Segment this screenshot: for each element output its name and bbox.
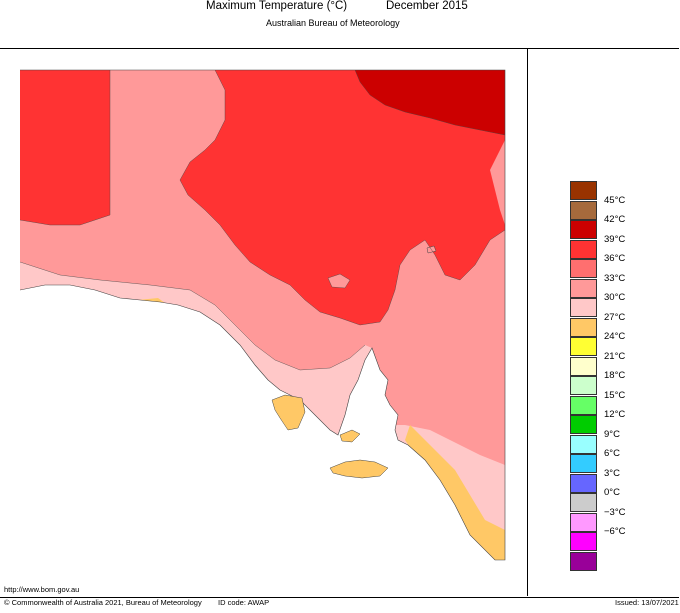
island-1 <box>339 429 361 443</box>
legend-swatch <box>570 532 597 551</box>
legend-label: −6°C <box>604 526 626 537</box>
legend-label: 15°C <box>604 389 626 401</box>
legend-swatch <box>570 298 597 317</box>
legend-label: 30°C <box>604 292 626 303</box>
legend-swatch <box>570 454 597 473</box>
legend-label: 18°C <box>604 370 626 381</box>
legend-swatch <box>570 337 597 356</box>
legend-label: 27°C <box>604 311 626 323</box>
issued-date: Issued: 13/07/2021 <box>615 598 679 607</box>
legend-label: 21°C <box>604 350 626 362</box>
legend-label: 45°C <box>604 194 626 206</box>
contour-36 <box>354 69 506 136</box>
zone-33-north <box>180 70 505 325</box>
zone-24-fleurieu <box>405 425 505 560</box>
contour-33 <box>179 69 506 326</box>
contour-33-west <box>19 70 111 226</box>
bom-url: http://www.bom.gov.au <box>4 585 80 594</box>
legend-swatch <box>570 493 597 512</box>
eyre-tip <box>271 394 306 431</box>
legend-label: 36°C <box>604 253 626 264</box>
zone-36-north <box>355 70 505 135</box>
legend-swatch <box>570 200 597 220</box>
legend-swatch <box>570 220 597 239</box>
legend-label: 6°C <box>604 448 620 459</box>
legend-swatch <box>570 259 597 278</box>
legend-label: 24°C <box>604 331 626 342</box>
legend-label: 9°C <box>604 428 620 440</box>
legend-swatch <box>570 239 597 259</box>
legend-swatch <box>570 376 597 395</box>
map-frame <box>0 48 679 598</box>
legend-label: 0°C <box>604 487 620 498</box>
zone-33-west <box>20 70 110 225</box>
copyright: © Commonwealth of Australia 2021, Bureau… <box>4 598 202 607</box>
legend-swatch <box>570 415 597 434</box>
lake-patch-2 <box>327 273 351 289</box>
legend-swatch <box>570 512 597 532</box>
panel-divider <box>527 48 528 596</box>
contour-27 <box>19 261 366 371</box>
legend-swatch <box>570 317 597 337</box>
map-subtitle: Australian Bureau of Meteorology <box>266 18 400 28</box>
legend-swatch <box>570 473 597 493</box>
legend-swatch <box>570 356 597 376</box>
id-code: ID code: AWAP <box>218 598 270 607</box>
legend-swatch <box>570 395 597 415</box>
title-row: Maximum Temperature (°C) December 2015 <box>0 0 680 14</box>
legend-label: 3°C <box>604 467 620 479</box>
legend-swatch <box>570 434 597 454</box>
legend-swatch <box>570 278 597 298</box>
zone-24-west <box>20 288 52 300</box>
coastline <box>19 69 506 561</box>
legend-label: 33°C <box>604 272 626 284</box>
map-title: Maximum Temperature (°C) <box>206 0 348 12</box>
kangaroo-island <box>329 459 389 479</box>
legend-label: −3°C <box>604 506 626 518</box>
legend-swatch <box>570 551 597 571</box>
legend-label: 12°C <box>604 409 626 420</box>
legend-label: 39°C <box>604 233 626 245</box>
legend-label: 42°C <box>604 214 626 225</box>
map-period: December 2015 <box>386 0 468 12</box>
legend-swatch <box>570 181 597 200</box>
